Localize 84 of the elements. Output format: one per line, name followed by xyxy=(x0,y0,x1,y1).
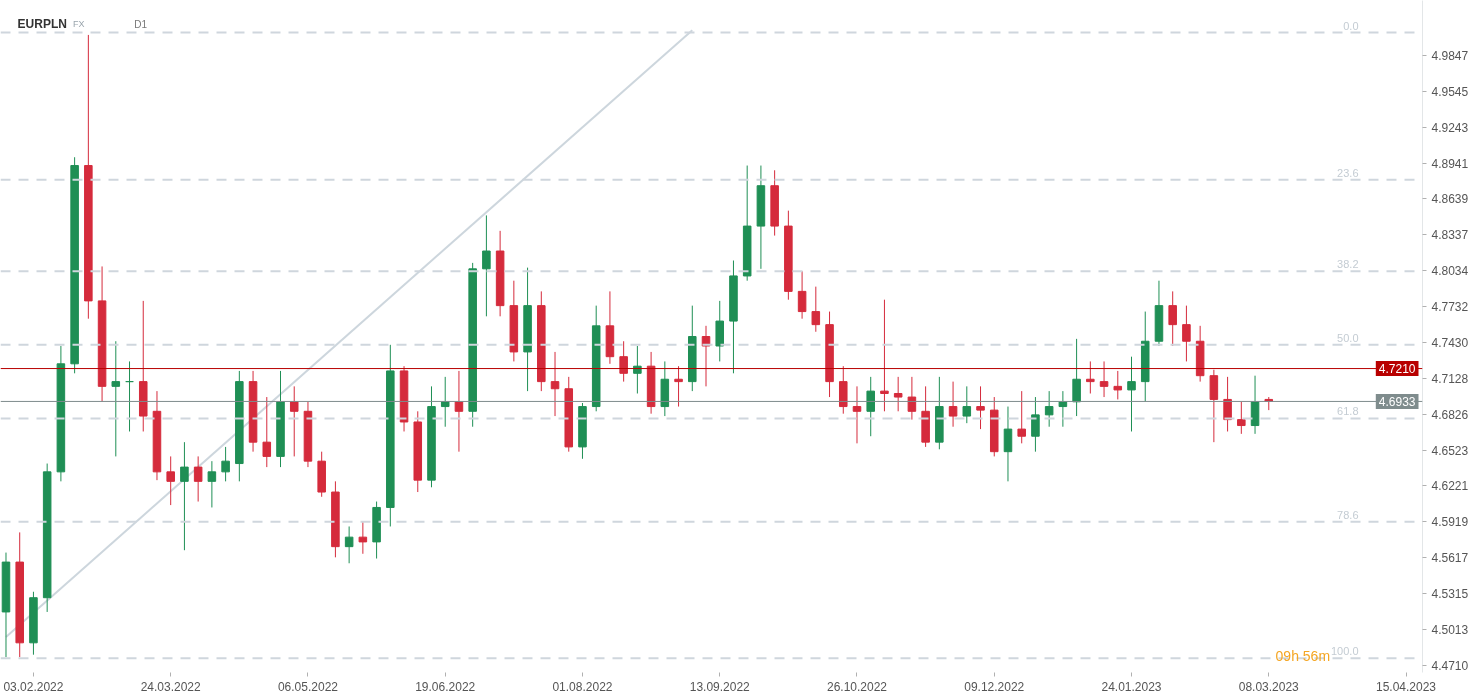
x-tick-label: 19.06.2022 xyxy=(415,679,476,694)
candlestick xyxy=(166,455,175,506)
annotation: 100.0 xyxy=(1330,645,1359,658)
candlestick xyxy=(907,376,917,421)
candlestick xyxy=(1127,356,1136,432)
candlestick xyxy=(852,385,862,444)
x-tick-label: 15.04.2023 xyxy=(1376,679,1437,694)
y-tick-label: 4.9847 xyxy=(1431,48,1469,63)
text: EURPLN xyxy=(17,17,67,32)
candlestick xyxy=(1182,305,1191,362)
candlestick xyxy=(1209,369,1219,443)
y-tick-label: 4.9545 xyxy=(1431,84,1469,99)
annotation: 78.6 xyxy=(1337,508,1359,521)
candlestick xyxy=(180,441,189,551)
candlestick xyxy=(1237,401,1246,435)
y-tick-label: 4.5617 xyxy=(1431,551,1469,566)
annotation: 38.2 xyxy=(1337,258,1359,271)
x-tick-label: 24.01.2023 xyxy=(1101,679,1162,694)
y-tick-label: 4.7430 xyxy=(1431,335,1469,350)
candlestick xyxy=(1086,360,1095,394)
text: FX xyxy=(73,19,85,30)
y-tick-label: 4.5315 xyxy=(1431,587,1469,602)
candlestick xyxy=(948,381,958,428)
candlestick xyxy=(1003,406,1013,482)
candlestick xyxy=(1099,360,1109,398)
candlestick xyxy=(962,385,972,424)
x-tick-label: 08.03.2023 xyxy=(1238,679,1300,694)
ref-line-label: 4.7210 xyxy=(1378,362,1416,377)
candlestick xyxy=(1072,338,1081,417)
annotation: D1 xyxy=(134,18,148,30)
candlestick xyxy=(454,370,464,453)
candlestick xyxy=(262,396,272,468)
candlestick xyxy=(674,365,683,408)
y-tick-label: 4.8034 xyxy=(1431,264,1469,279)
y-tick-label: 4.9243 xyxy=(1431,120,1469,135)
candlestick xyxy=(221,446,230,482)
y-tick-label: 4.5919 xyxy=(1431,515,1469,530)
annotation: 23.6 xyxy=(1337,166,1359,179)
x-tick-label: 26.10.2022 xyxy=(826,679,888,694)
candlestick xyxy=(880,299,889,412)
x-tick-label: 01.08.2022 xyxy=(552,679,613,694)
y-tick-label: 4.5013 xyxy=(1431,622,1469,637)
candlestick xyxy=(440,376,450,428)
candlestick xyxy=(550,351,560,417)
candlestick xyxy=(207,460,217,508)
candlestick xyxy=(1113,370,1123,400)
annotation: 09h 56m xyxy=(1275,647,1331,664)
candlestick xyxy=(289,385,299,457)
candlestick xyxy=(866,376,875,437)
candlestick xyxy=(893,376,903,412)
y-tick-label: 4.7732 xyxy=(1431,300,1469,315)
candlestick xyxy=(1017,390,1026,444)
x-tick-label: 13.09.2022 xyxy=(689,679,751,694)
candlestick xyxy=(358,521,368,555)
candlestick xyxy=(111,340,121,457)
y-tick-label: 4.4710 xyxy=(1431,658,1469,673)
x-tick-label: 24.03.2022 xyxy=(140,679,202,694)
x-tick-label: 09.12.2022 xyxy=(964,679,1025,694)
candlestick xyxy=(797,270,807,320)
candlestick xyxy=(1223,376,1232,432)
candlestick xyxy=(633,345,642,394)
annotation: 50.0 xyxy=(1337,331,1359,344)
annotation: 61.8 xyxy=(1337,405,1359,418)
candlestick xyxy=(344,525,354,564)
candlestick xyxy=(1058,390,1068,428)
y-tick-label: 4.8639 xyxy=(1431,192,1469,207)
candlestick xyxy=(811,286,821,333)
candlestick xyxy=(193,455,203,503)
candlestick xyxy=(976,385,985,430)
x-tick-label: 03.02.2022 xyxy=(3,679,64,694)
y-tick-label: 4.6221 xyxy=(1431,479,1469,494)
candlestick xyxy=(619,340,628,383)
candlestick xyxy=(482,214,491,317)
candlestick xyxy=(1168,290,1177,347)
y-tick-label: 4.6523 xyxy=(1431,443,1469,458)
y-tick-label: 4.7128 xyxy=(1431,371,1469,386)
y-tick-label: 4.6826 xyxy=(1431,407,1469,422)
x-tick-label: 06.05.2022 xyxy=(277,679,339,694)
ref-line-label: 4.6933 xyxy=(1378,394,1416,409)
annotation: 0.0 xyxy=(1343,19,1359,32)
candlestick xyxy=(1044,390,1054,428)
y-tick-label: 4.8337 xyxy=(1431,228,1469,243)
candlestick xyxy=(1031,396,1040,453)
y-tick-label: 4.8941 xyxy=(1431,156,1469,171)
